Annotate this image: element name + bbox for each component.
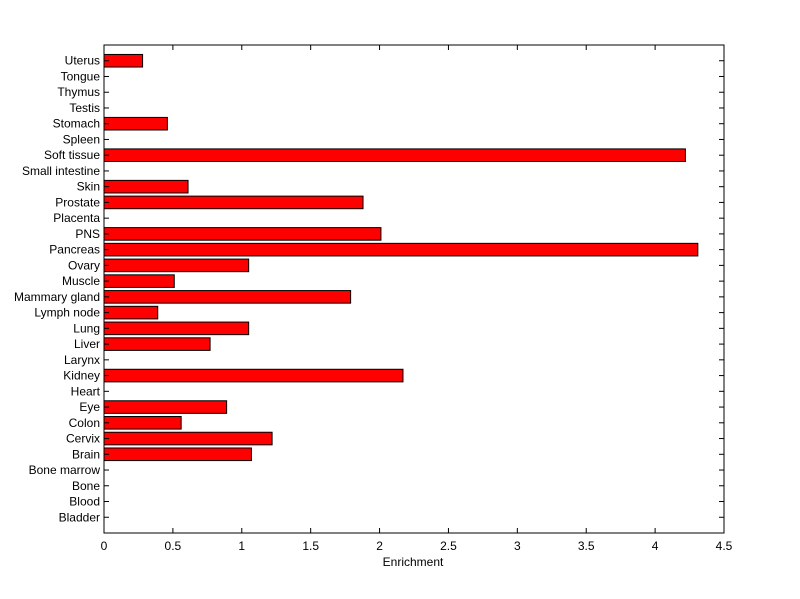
bar-brain xyxy=(103,447,252,462)
y-tick-label: Lung xyxy=(73,321,100,335)
y-tick-label: Brain xyxy=(72,447,100,461)
y-tick-label: Larynx xyxy=(64,353,100,367)
y-tick-label: Stomach xyxy=(53,117,100,131)
y-tick-label: Mammary gland xyxy=(14,290,100,304)
bar-stomach xyxy=(103,116,168,131)
y-tick-label: Thymus xyxy=(57,85,100,99)
x-tick-label: 0.5 xyxy=(165,539,182,553)
bar-cervix xyxy=(103,431,273,446)
x-tick-label: 3 xyxy=(514,539,521,553)
y-tick-label: Liver xyxy=(74,337,100,351)
bar-lymph-node xyxy=(103,305,159,320)
x-tick-label: 1 xyxy=(238,539,245,553)
bar-liver xyxy=(103,337,211,351)
x-ticks-group: 0 0.5 1 1.5 2 2.5 3 3.5 4 4.5 xyxy=(101,45,733,553)
y-tick-label: Ovary xyxy=(68,258,100,272)
x-tick-label: 2.5 xyxy=(440,539,457,553)
y-tick-label: Uterus xyxy=(65,54,100,68)
y-tick-label: Kidney xyxy=(63,369,100,383)
bar-lung xyxy=(103,321,250,336)
bar-ovary xyxy=(103,258,250,273)
y-tick-label: Bladder xyxy=(59,510,100,524)
x-tick-label: 2 xyxy=(376,539,383,553)
x-tick-label: 4.5 xyxy=(716,539,733,553)
y-tick-label: Spleen xyxy=(63,132,100,146)
y-tick-label: Heart xyxy=(71,384,101,398)
y-tick-label: Muscle xyxy=(62,274,100,288)
y-tick-label: Placenta xyxy=(53,211,100,225)
y-tick-label: Bone xyxy=(72,479,100,493)
x-axis-label: Enrichment xyxy=(383,555,444,569)
y-tick-label: Tongue xyxy=(61,69,101,83)
x-tick-label: 0 xyxy=(101,539,108,553)
y-tick-label: Bone marrow xyxy=(29,463,101,477)
bar-skin xyxy=(103,179,189,194)
bar-kidney xyxy=(103,368,404,383)
y-tick-label: Testis xyxy=(69,101,100,115)
bar-pancreas xyxy=(103,242,699,257)
x-tick-label: 4 xyxy=(652,539,659,553)
y-tick-label: Pancreas xyxy=(49,243,100,257)
plot-frame xyxy=(103,44,725,534)
x-tick-label: 1.5 xyxy=(302,539,319,553)
bar-prostate xyxy=(103,195,364,210)
bar-colon xyxy=(103,416,182,430)
y-tick-label: Cervix xyxy=(66,432,100,446)
bar-eye xyxy=(103,400,228,414)
y-tick-label: Small intestine xyxy=(22,164,100,178)
y-tick-label: Colon xyxy=(69,416,100,430)
y-tick-label: Blood xyxy=(69,495,100,509)
y-tick-label: PNS xyxy=(75,227,100,241)
y-tick-label: Prostate xyxy=(55,195,100,209)
bar-uterus xyxy=(103,53,144,68)
bar-mammary-gland xyxy=(103,290,352,304)
bar-muscle xyxy=(103,274,175,288)
bar-pns xyxy=(103,227,382,241)
y-tick-label: Lymph node xyxy=(34,306,100,320)
y-tick-label: Skin xyxy=(77,180,100,194)
y-tick-label: Soft tissue xyxy=(44,148,100,162)
y-tick-label: Eye xyxy=(79,400,100,414)
bar-soft-tissue xyxy=(103,148,686,162)
x-tick-label: 3.5 xyxy=(578,539,595,553)
